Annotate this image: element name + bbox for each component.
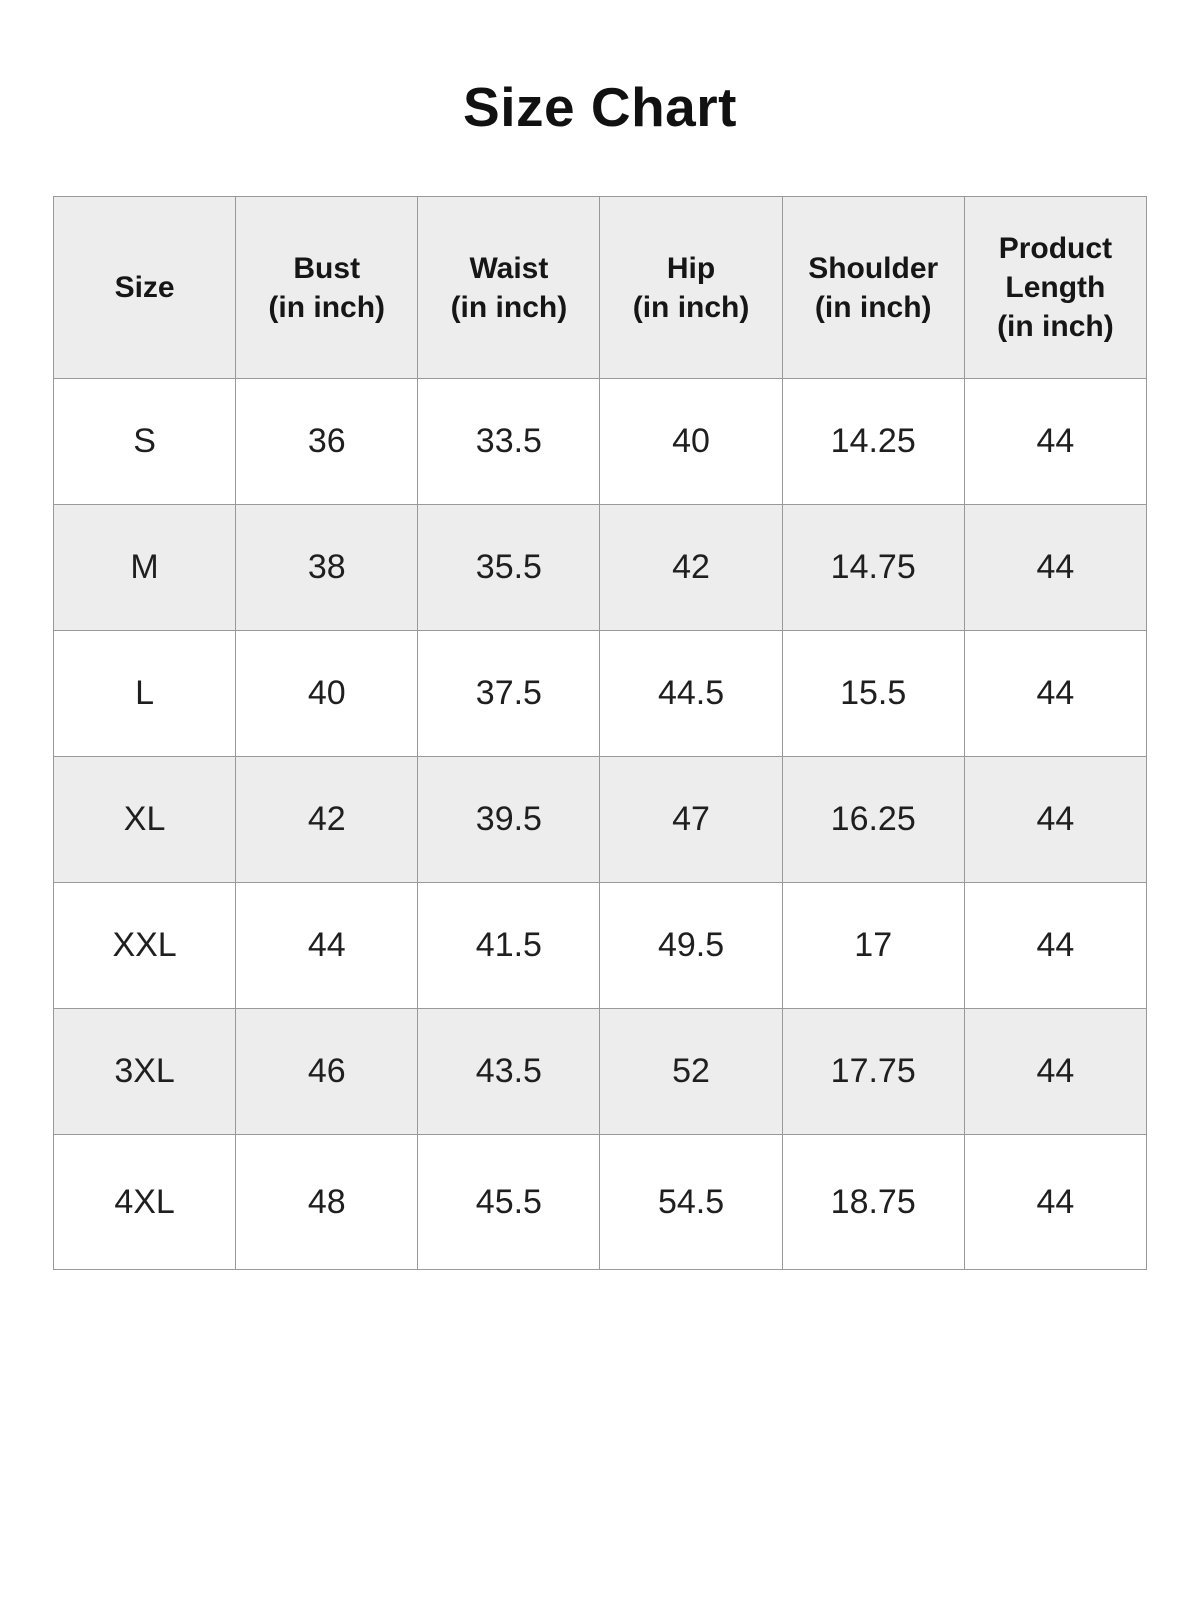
size-chart-header: Size Bust (in inch) Waist (in inch) Hip … bbox=[52, 196, 1148, 379]
waist-value: 41.5 bbox=[417, 882, 601, 1009]
product-length-value: 44 bbox=[963, 630, 1148, 757]
size-label: M bbox=[52, 504, 237, 631]
hip-value: 40 bbox=[599, 378, 783, 505]
column-unit: (in inch) bbox=[450, 290, 568, 324]
shoulder-value: 16.25 bbox=[781, 756, 965, 883]
product-length-value: 44 bbox=[963, 1134, 1148, 1270]
bust-value: 48 bbox=[235, 1134, 419, 1270]
column-title: Bust bbox=[293, 251, 361, 285]
size-label: 4XL bbox=[52, 1134, 237, 1270]
size-label: XXL bbox=[52, 882, 237, 1009]
size-label: XL bbox=[52, 756, 237, 883]
column-title: Product Length bbox=[998, 232, 1113, 304]
bust-value: 40 bbox=[235, 630, 419, 757]
waist-value: 35.5 bbox=[417, 504, 601, 631]
size-chart-table: Size Bust (in inch) Waist (in inch) Hip … bbox=[52, 196, 1148, 1270]
size-chart-body: S 36 33.5 40 14.25 44 M 38 35.5 42 14.75… bbox=[52, 378, 1148, 1270]
table-row-l: L 40 37.5 44.5 15.5 44 bbox=[52, 630, 1148, 757]
waist-value: 39.5 bbox=[417, 756, 601, 883]
column-title: Shoulder bbox=[808, 251, 939, 285]
hip-value: 42 bbox=[599, 504, 783, 631]
bust-value: 44 bbox=[235, 882, 419, 1009]
column-unit: (in inch) bbox=[268, 290, 386, 324]
bust-value: 42 bbox=[235, 756, 419, 883]
shoulder-value: 17 bbox=[781, 882, 965, 1009]
hip-value: 47 bbox=[599, 756, 783, 883]
table-row-xxl: XXL 44 41.5 49.5 17 44 bbox=[52, 882, 1148, 1009]
bust-value: 36 bbox=[235, 378, 419, 505]
product-length-value: 44 bbox=[963, 882, 1148, 1009]
column-header-waist: Waist (in inch) bbox=[417, 196, 601, 379]
size-label: S bbox=[52, 378, 237, 505]
shoulder-value: 15.5 bbox=[781, 630, 965, 757]
bust-value: 38 bbox=[235, 504, 419, 631]
product-length-value: 44 bbox=[963, 1008, 1148, 1135]
column-title: Size bbox=[114, 271, 175, 304]
hip-value: 52 bbox=[599, 1008, 783, 1135]
table-row-xl: XL 42 39.5 47 16.25 44 bbox=[52, 756, 1148, 883]
shoulder-value: 14.25 bbox=[781, 378, 965, 505]
column-header-product-length: Product Length (in inch) bbox=[963, 196, 1148, 379]
product-length-value: 44 bbox=[963, 504, 1148, 631]
column-header-size: Size bbox=[52, 196, 237, 379]
waist-value: 45.5 bbox=[417, 1134, 601, 1270]
table-row-s: S 36 33.5 40 14.25 44 bbox=[52, 378, 1148, 505]
size-label: 3XL bbox=[52, 1008, 237, 1135]
table-row-3xl: 3XL 46 43.5 52 17.75 44 bbox=[52, 1008, 1148, 1135]
shoulder-value: 17.75 bbox=[781, 1008, 965, 1135]
waist-value: 33.5 bbox=[417, 378, 601, 505]
size-label: L bbox=[52, 630, 237, 757]
waist-value: 43.5 bbox=[417, 1008, 601, 1135]
column-unit: (in inch) bbox=[814, 290, 932, 324]
waist-value: 37.5 bbox=[417, 630, 601, 757]
column-header-hip: Hip (in inch) bbox=[599, 196, 783, 379]
column-header-bust: Bust (in inch) bbox=[235, 196, 419, 379]
bust-value: 46 bbox=[235, 1008, 419, 1135]
product-length-value: 44 bbox=[963, 756, 1148, 883]
column-title: Hip bbox=[666, 251, 716, 285]
header-row: Size Bust (in inch) Waist (in inch) Hip … bbox=[52, 196, 1148, 379]
hip-value: 54.5 bbox=[599, 1134, 783, 1270]
column-unit: (in inch) bbox=[632, 290, 750, 324]
product-length-value: 44 bbox=[963, 378, 1148, 505]
column-unit: (in inch) bbox=[997, 310, 1114, 343]
hip-value: 44.5 bbox=[599, 630, 783, 757]
hip-value: 49.5 bbox=[599, 882, 783, 1009]
column-header-shoulder: Shoulder (in inch) bbox=[781, 196, 965, 379]
page-title: Size Chart bbox=[463, 76, 737, 138]
table-row-4xl: 4XL 48 45.5 54.5 18.75 44 bbox=[52, 1134, 1148, 1270]
shoulder-value: 14.75 bbox=[781, 504, 965, 631]
column-title: Waist bbox=[469, 251, 549, 285]
shoulder-value: 18.75 bbox=[781, 1134, 965, 1270]
table-row-m: M 38 35.5 42 14.75 44 bbox=[52, 504, 1148, 631]
